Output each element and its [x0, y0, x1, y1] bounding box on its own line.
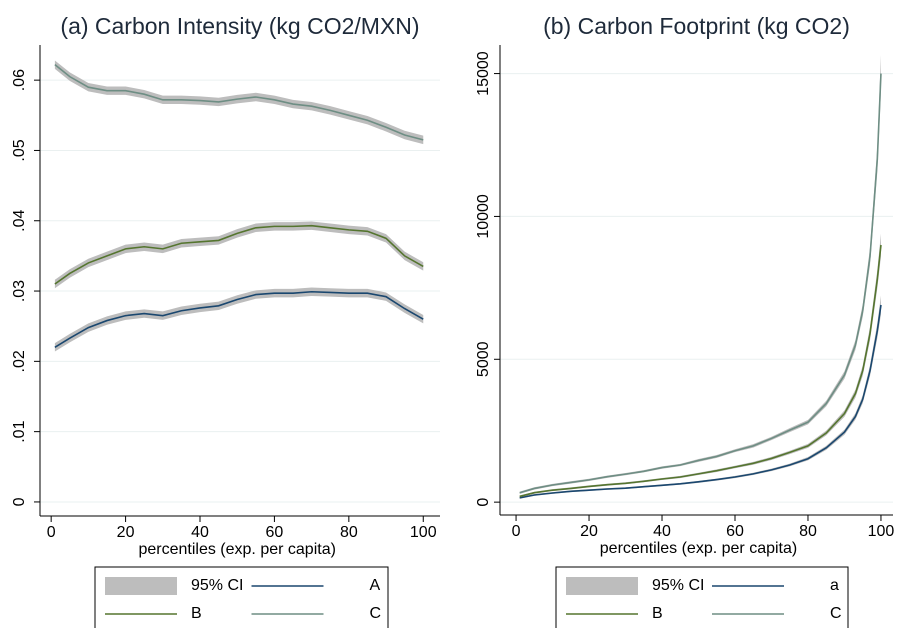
series-line: [519, 73, 882, 494]
x-axis-label: percentiles (exp. per capita): [600, 540, 797, 557]
legend-box: [555, 566, 849, 628]
x-tick-label: 0: [47, 524, 56, 541]
y-tick-label: .02: [11, 350, 28, 372]
ci-band: [54, 221, 424, 289]
x-tick-label: 20: [117, 524, 135, 541]
x-tick-label: 100: [410, 524, 437, 541]
legend-label: 95% CI: [191, 577, 243, 594]
y-tick-label: .04: [11, 210, 28, 232]
ci-band: [54, 287, 424, 352]
y-tick-label: .06: [11, 69, 28, 91]
x-tick-label: 40: [191, 524, 209, 541]
legend-label: 95% CI: [652, 577, 704, 594]
series-line: [519, 304, 882, 499]
series-line: [54, 224, 424, 285]
y-tick-label: 5000: [475, 341, 492, 377]
legend-swatch: [105, 577, 177, 595]
y-tick-label: .03: [11, 280, 28, 302]
x-axis-label: percentiles (exp. per capita): [138, 541, 335, 558]
y-tick-label: .01: [11, 420, 28, 442]
legend-label: a: [830, 577, 839, 594]
x-tick-label: 60: [726, 523, 744, 540]
legend-label: B: [191, 605, 202, 622]
x-tick-label: 40: [653, 523, 671, 540]
y-tick-label: 0: [11, 497, 28, 506]
legend-label: A: [370, 577, 381, 594]
legend-label: C: [830, 605, 842, 622]
ci-band: [519, 55, 881, 494]
x-tick-label: 80: [799, 523, 817, 540]
legend-label: C: [370, 605, 382, 622]
chart-title: (a) Carbon Intensity (kg CO2/MXN): [60, 13, 419, 39]
y-tick-label: 10000: [475, 194, 492, 239]
x-tick-label: 80: [340, 524, 358, 541]
x-tick-label: 20: [580, 523, 598, 540]
ci-band: [54, 60, 424, 145]
x-tick-label: 0: [512, 523, 521, 540]
y-tick-label: 0: [475, 498, 492, 507]
legend-swatch: [566, 577, 638, 595]
x-tick-label: 60: [266, 524, 284, 541]
x-tick-label: 100: [868, 523, 895, 540]
series-line: [54, 290, 424, 348]
legend-box: [94, 566, 389, 628]
series-line: [54, 64, 424, 141]
y-tick-label: .05: [11, 139, 28, 161]
legend-label: B: [652, 605, 663, 622]
ci-band: [519, 233, 881, 498]
series-line: [519, 244, 882, 498]
y-tick-label: 15000: [475, 51, 492, 96]
chart-title: (b) Carbon Footprint (kg CO2): [543, 13, 850, 39]
ci-band: [519, 295, 881, 499]
